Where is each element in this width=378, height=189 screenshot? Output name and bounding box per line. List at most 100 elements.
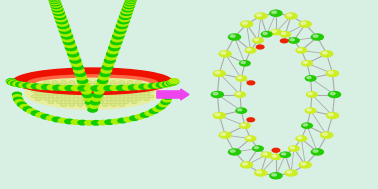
Circle shape <box>19 82 29 87</box>
Circle shape <box>7 79 17 84</box>
Circle shape <box>113 33 124 39</box>
Circle shape <box>296 136 307 141</box>
Circle shape <box>169 79 178 84</box>
Circle shape <box>53 8 64 14</box>
Circle shape <box>219 132 231 138</box>
Circle shape <box>257 14 261 16</box>
Circle shape <box>241 124 245 126</box>
Circle shape <box>117 20 129 26</box>
Circle shape <box>98 85 107 90</box>
Circle shape <box>127 0 136 1</box>
Circle shape <box>88 107 97 112</box>
Circle shape <box>46 116 56 120</box>
Circle shape <box>84 96 93 101</box>
Circle shape <box>149 109 158 113</box>
Circle shape <box>121 10 132 15</box>
Circle shape <box>163 95 172 99</box>
Circle shape <box>299 162 311 168</box>
Circle shape <box>112 36 123 42</box>
Circle shape <box>115 25 127 31</box>
Circle shape <box>78 85 88 90</box>
Circle shape <box>163 97 172 102</box>
Circle shape <box>116 23 128 29</box>
Circle shape <box>321 132 333 138</box>
Circle shape <box>211 91 223 98</box>
Circle shape <box>168 80 178 85</box>
Circle shape <box>98 78 108 83</box>
Circle shape <box>116 85 126 90</box>
Circle shape <box>55 16 67 22</box>
Circle shape <box>71 86 81 91</box>
Circle shape <box>94 89 104 94</box>
Circle shape <box>84 85 94 90</box>
Circle shape <box>50 0 60 5</box>
Circle shape <box>95 85 105 90</box>
Circle shape <box>149 83 158 88</box>
Circle shape <box>124 3 134 9</box>
Circle shape <box>272 155 276 157</box>
Circle shape <box>47 85 57 90</box>
Circle shape <box>230 35 235 37</box>
Circle shape <box>160 82 169 87</box>
Ellipse shape <box>36 78 150 90</box>
Circle shape <box>50 0 60 3</box>
Circle shape <box>145 111 154 115</box>
Circle shape <box>20 105 29 109</box>
Circle shape <box>111 39 122 45</box>
Circle shape <box>245 48 256 53</box>
Circle shape <box>254 147 259 149</box>
Circle shape <box>16 82 26 87</box>
Circle shape <box>321 51 333 57</box>
Circle shape <box>115 28 126 34</box>
Circle shape <box>153 83 163 88</box>
Circle shape <box>236 76 246 81</box>
Circle shape <box>330 92 335 95</box>
Circle shape <box>167 81 177 85</box>
Circle shape <box>241 61 245 64</box>
Circle shape <box>77 78 88 83</box>
Circle shape <box>14 97 23 102</box>
Circle shape <box>280 32 291 37</box>
Circle shape <box>153 83 163 88</box>
Circle shape <box>255 170 267 176</box>
Circle shape <box>27 84 37 88</box>
Circle shape <box>280 39 288 43</box>
Circle shape <box>328 91 341 98</box>
Circle shape <box>114 31 125 36</box>
Circle shape <box>85 100 95 105</box>
Circle shape <box>130 116 139 120</box>
Circle shape <box>8 80 17 85</box>
Circle shape <box>240 21 253 27</box>
Circle shape <box>305 76 316 81</box>
Circle shape <box>135 114 144 119</box>
Circle shape <box>134 85 144 90</box>
Circle shape <box>67 48 77 54</box>
Circle shape <box>144 83 154 88</box>
Circle shape <box>253 38 263 43</box>
Circle shape <box>263 32 267 35</box>
Circle shape <box>122 85 132 90</box>
Circle shape <box>42 85 51 90</box>
Circle shape <box>301 163 306 165</box>
Circle shape <box>125 0 136 3</box>
Circle shape <box>307 77 311 79</box>
Circle shape <box>169 79 178 84</box>
Circle shape <box>122 84 132 89</box>
Ellipse shape <box>28 75 158 91</box>
Circle shape <box>100 71 110 77</box>
FancyArrow shape <box>157 89 189 100</box>
Circle shape <box>112 119 121 124</box>
Circle shape <box>228 149 240 155</box>
Circle shape <box>75 71 85 77</box>
Circle shape <box>165 81 175 86</box>
Circle shape <box>27 83 37 88</box>
Circle shape <box>322 52 327 54</box>
Circle shape <box>36 113 45 117</box>
Circle shape <box>65 86 75 91</box>
Circle shape <box>80 85 90 90</box>
Circle shape <box>126 0 136 2</box>
Circle shape <box>51 5 62 10</box>
Circle shape <box>9 80 19 85</box>
Circle shape <box>51 2 61 7</box>
Circle shape <box>297 49 302 51</box>
